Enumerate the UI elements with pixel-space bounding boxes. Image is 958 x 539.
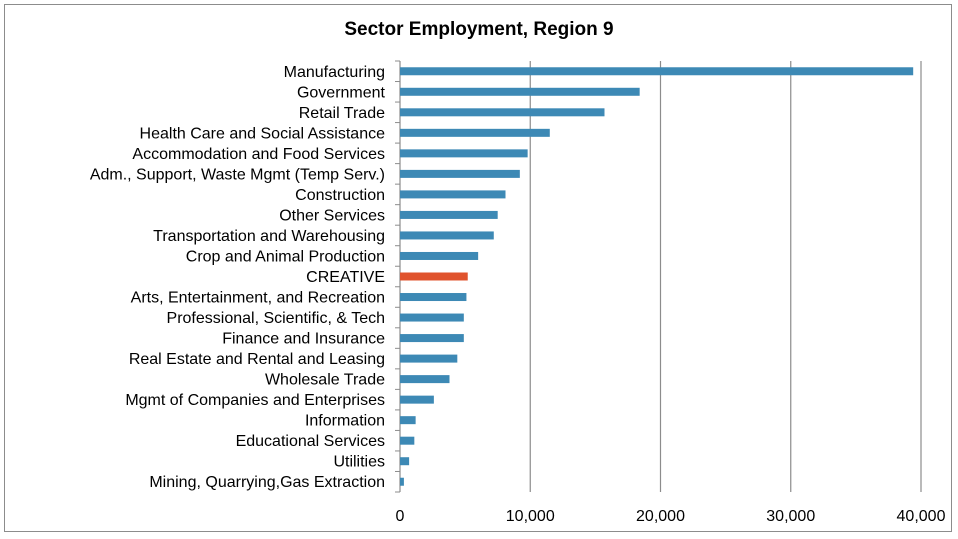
category-label: Real Estate and Rental and Leasing: [129, 351, 385, 368]
chart-frame: Sector Employment, Region 9 Manufacturin…: [4, 4, 952, 532]
category-label: Mgmt of Companies and Enterprises: [125, 392, 385, 409]
bar: [400, 375, 450, 384]
bar: [400, 128, 550, 137]
x-tick-label: 30,000: [766, 508, 815, 525]
category-label: Government: [297, 84, 386, 101]
category-label: Crop and Animal Production: [186, 248, 385, 265]
chart-title: Sector Employment, Region 9: [344, 19, 614, 40]
bar: [400, 108, 605, 117]
category-label: CREATIVE: [306, 269, 385, 286]
bar: [400, 251, 479, 260]
bar: [400, 354, 458, 363]
category-label: Retail Trade: [299, 105, 385, 122]
bar: [400, 477, 404, 486]
bar: [400, 67, 914, 76]
category-label: Utilities: [333, 454, 385, 471]
bar: [400, 169, 520, 178]
bar: [400, 395, 434, 404]
bar: [400, 87, 640, 96]
category-label: Transportation and Warehousing: [153, 228, 385, 245]
bar-highlight: [400, 272, 468, 281]
x-tick-label: 0: [396, 508, 405, 525]
bar: [400, 231, 494, 240]
bar: [400, 416, 416, 425]
category-label: Adm., Support, Waste Mgmt (Temp Serv.): [90, 166, 385, 183]
category-label: Accommodation and Food Services: [132, 146, 385, 163]
category-label: Mining, Quarrying,Gas Extraction: [149, 474, 385, 491]
bar: [400, 313, 464, 322]
category-label: Professional, Scientific, & Tech: [167, 310, 385, 327]
bar: [400, 149, 528, 158]
category-label: Other Services: [279, 207, 385, 224]
bar: [400, 457, 410, 466]
category-label: Wholesale Trade: [265, 372, 385, 389]
chart-svg: Manufacturing Government Retail Trade Healt…: [90, 60, 946, 525]
x-tick-label: 20,000: [636, 508, 685, 525]
category-label: Arts, Entertainment, and Recreation: [131, 290, 385, 307]
category-label: Health Care and Social Assistance: [140, 125, 386, 142]
x-tick-label: 10,000: [506, 508, 555, 525]
category-label: Manufacturing: [284, 64, 385, 81]
x-tick-label: 40,000: [897, 508, 946, 525]
bar: [400, 210, 498, 219]
category-label: Information: [305, 413, 385, 430]
bar: [400, 436, 415, 445]
category-label: Educational Services: [236, 433, 385, 450]
category-label: Construction: [295, 187, 385, 204]
category-label: Finance and Insurance: [222, 331, 385, 348]
bar: [400, 334, 464, 343]
bar: [400, 293, 467, 302]
bar: [400, 190, 506, 199]
